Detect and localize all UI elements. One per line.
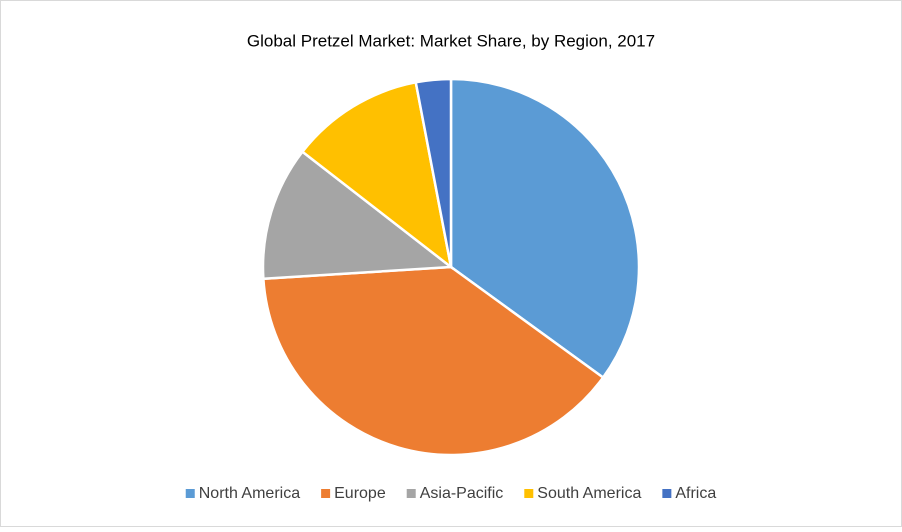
pie-slice <box>262 265 605 457</box>
pie-slice <box>414 77 453 268</box>
legend-swatch <box>406 489 416 498</box>
legend-label: North America <box>199 485 300 502</box>
legend-label: Africa <box>675 485 716 502</box>
legend-label: Europe <box>334 485 386 502</box>
pie-slice <box>261 150 455 281</box>
legend-swatch <box>321 489 331 498</box>
chart-title: Global Pretzel Market: Market Share, by … <box>247 31 655 50</box>
legend-label: South America <box>537 485 641 502</box>
legend-label: Asia-Pacific <box>420 485 504 502</box>
legend: North America Europe Asia-Pacific South Ame… <box>185 485 716 502</box>
pie-slice <box>300 80 453 271</box>
pie-slice <box>449 77 641 380</box>
legend-swatch <box>524 489 534 498</box>
legend-swatch <box>185 489 195 498</box>
legend-swatch <box>662 489 672 498</box>
